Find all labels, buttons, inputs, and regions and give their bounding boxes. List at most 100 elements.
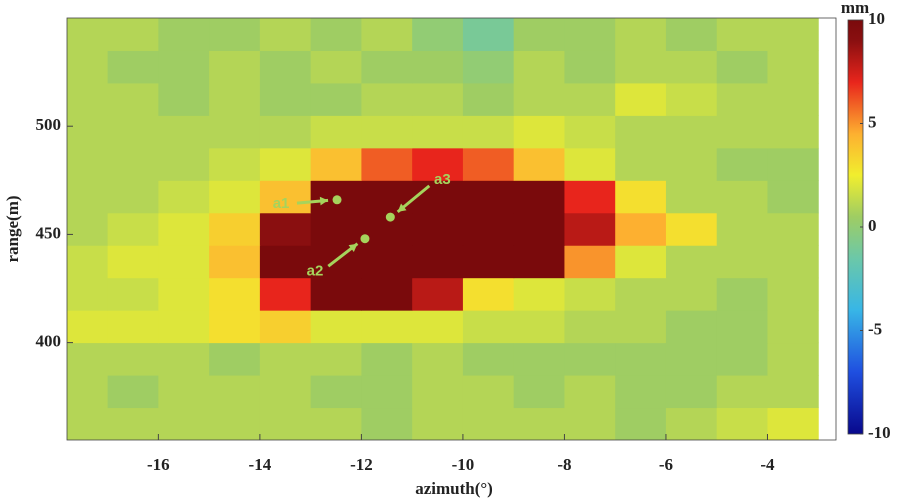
x-tick-label: -8 — [557, 455, 571, 474]
heatmap-cell — [767, 212, 819, 246]
heatmap-cell — [67, 147, 109, 181]
annotation-arrowhead — [319, 196, 329, 206]
heatmap-cell — [462, 375, 515, 409]
heatmap-cell — [361, 82, 413, 116]
annotation-label: a2 — [307, 263, 324, 280]
heatmap-cell — [665, 147, 718, 181]
heatmap-cell — [513, 245, 565, 279]
heatmap-cell — [67, 50, 109, 84]
heatmap-cell — [615, 82, 667, 116]
heatmap-cell — [259, 407, 312, 440]
heatmap-cell — [716, 82, 768, 116]
heatmap-cell — [259, 82, 312, 116]
heatmap-cell — [361, 375, 413, 409]
x-tick-label: -16 — [147, 455, 170, 474]
heatmap-cell — [665, 310, 718, 344]
heatmap-cell — [259, 342, 312, 376]
heatmap-cell — [564, 18, 616, 51]
heatmap-cell — [209, 147, 261, 181]
heatmap-cell — [564, 375, 616, 409]
heatmap-cell — [361, 50, 413, 84]
heatmap-cell — [513, 180, 565, 214]
heatmap-cell — [107, 50, 159, 84]
heatmap-cell — [310, 342, 362, 376]
annotation-point — [360, 234, 370, 244]
heatmap-cell — [767, 147, 819, 181]
heatmap-cell — [361, 18, 413, 51]
heatmap-cell — [107, 407, 159, 440]
colorbar-tick-label: 0 — [868, 216, 877, 235]
heatmap-cell — [310, 18, 362, 51]
y-tick-label: 500 — [36, 115, 62, 134]
heatmap-cell — [513, 147, 565, 181]
heatmap-cell — [767, 310, 819, 344]
heatmap-cell — [158, 310, 210, 344]
heatmap-cell — [716, 147, 768, 181]
heatmap-cell — [767, 407, 819, 440]
heatmap-cell — [209, 212, 261, 246]
heatmap-cell — [107, 82, 159, 116]
annotation-label: a1 — [273, 195, 290, 212]
heatmap-cell — [513, 277, 565, 311]
heatmap-cell — [158, 180, 210, 214]
heatmap-cell — [412, 115, 464, 149]
heatmap-cell — [209, 50, 261, 84]
plot-frame — [66, 17, 837, 441]
heatmap-cell — [767, 342, 819, 376]
colorbar-tick-label: 10 — [868, 9, 885, 28]
y-tick-label: 400 — [36, 332, 62, 351]
heatmap-cell — [615, 18, 667, 51]
heatmap-cell — [716, 18, 768, 51]
heatmap-cell — [361, 180, 413, 214]
heatmap-cell — [716, 180, 768, 214]
heatmap-cell — [158, 277, 210, 311]
heatmap-cell — [209, 180, 261, 214]
heatmap-cell — [67, 277, 109, 311]
heatmap-cell — [158, 147, 210, 181]
heatmap-cell — [310, 407, 362, 440]
heatmap-cell — [665, 277, 718, 311]
heatmap-cell — [513, 310, 565, 344]
heatmap-cell — [767, 82, 819, 116]
heatmap-cell — [665, 212, 718, 246]
heatmap-cell — [564, 82, 616, 116]
heatmap-cell — [462, 212, 515, 246]
heatmap-cell — [412, 82, 464, 116]
heatmap-cell — [513, 115, 565, 149]
heatmap-cell — [513, 82, 565, 116]
colorbar-tick-label: 5 — [868, 112, 877, 131]
heatmap-cell — [665, 82, 718, 116]
heatmap-cell — [462, 18, 515, 51]
heatmap-cell — [564, 212, 616, 246]
heatmap-cell — [259, 245, 312, 279]
heatmap-cell — [615, 407, 667, 440]
heatmap-cell — [564, 50, 616, 84]
heatmap-cell — [462, 310, 515, 344]
heatmap-cell — [361, 115, 413, 149]
heatmap-cell — [310, 212, 362, 246]
heatmap-cell — [412, 375, 464, 409]
x-tick-label: -14 — [249, 455, 272, 474]
heatmap-cell — [412, 310, 464, 344]
heatmap-cell — [665, 18, 718, 51]
heatmap-cell — [310, 147, 362, 181]
heatmap-cell — [513, 50, 565, 84]
heatmap-cell — [209, 115, 261, 149]
heatmap-cell — [259, 115, 312, 149]
heatmap-cell — [716, 407, 768, 440]
heatmap-cell — [564, 115, 616, 149]
heatmap-cell — [564, 245, 616, 279]
heatmap-cell — [209, 277, 261, 311]
heatmap-cell — [361, 147, 413, 181]
heatmap-cell — [361, 245, 413, 279]
heatmap-cell — [259, 310, 312, 344]
heatmap-cell — [209, 310, 261, 344]
heatmap-cell — [259, 212, 312, 246]
heatmap-cell — [158, 212, 210, 246]
heatmap-cell — [107, 375, 159, 409]
heatmap-cell — [67, 407, 109, 440]
heatmap-cell — [158, 342, 210, 376]
heatmap-cell — [107, 147, 159, 181]
heatmap-cell — [259, 18, 312, 51]
